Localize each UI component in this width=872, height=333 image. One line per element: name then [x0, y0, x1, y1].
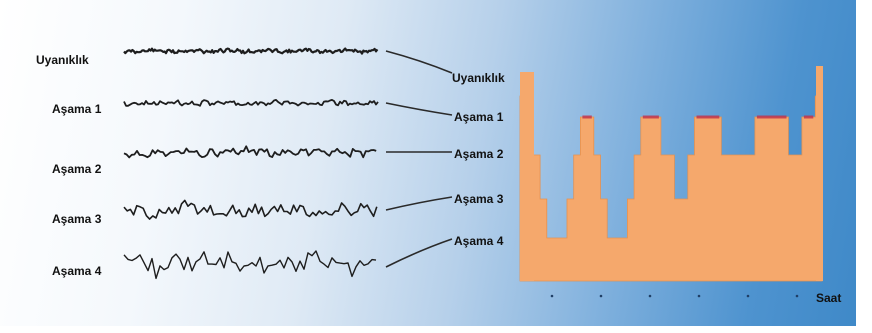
- hour-tick: [746, 294, 750, 298]
- right-label-stage-3: Aşama 3: [454, 192, 504, 206]
- x-axis-label: Saat: [816, 291, 841, 305]
- hour-tick: [697, 294, 701, 298]
- left-label-wake: Uyanıklık: [36, 53, 89, 67]
- left-label-stage-3: Aşama 3: [52, 212, 102, 226]
- hour-tick: [795, 294, 799, 298]
- hour-tick: [599, 294, 603, 298]
- eeg-wave-stage-3: [123, 199, 378, 220]
- hypnogram-wake-spike: [520, 72, 534, 281]
- connector-wake: [385, 50, 453, 74]
- connector-stage-3: [385, 196, 453, 211]
- right-label-wake: Uyanıklık: [452, 71, 505, 85]
- right-label-stage-4: Aşama 4: [454, 234, 504, 248]
- eeg-wave-stage-1: [123, 99, 379, 107]
- left-label-stage-1: Aşama 1: [52, 102, 102, 116]
- right-label-stage-2: Aşama 2: [454, 147, 504, 161]
- connector-stage-4: [385, 238, 453, 268]
- rem-marker: [756, 115, 787, 119]
- rem-marker: [803, 115, 814, 119]
- eeg-wave-stage-2: [123, 145, 377, 159]
- rem-marker: [696, 115, 720, 119]
- rem-marker: [582, 115, 592, 119]
- eeg-wave-wake: [123, 47, 379, 55]
- connector-stage-1: [385, 102, 453, 116]
- eeg-wave-stage-4: [123, 250, 377, 280]
- rem-marker: [642, 115, 659, 119]
- hour-tick: [648, 294, 652, 298]
- hypnogram-wake-spike: [816, 66, 823, 281]
- left-label-stage-2: Aşama 2: [52, 162, 102, 176]
- hypnogram: [519, 66, 823, 298]
- hour-tick: [550, 294, 554, 298]
- right-label-stage-1: Aşama 1: [454, 110, 504, 124]
- left-label-stage-4: Aşama 4: [52, 264, 102, 278]
